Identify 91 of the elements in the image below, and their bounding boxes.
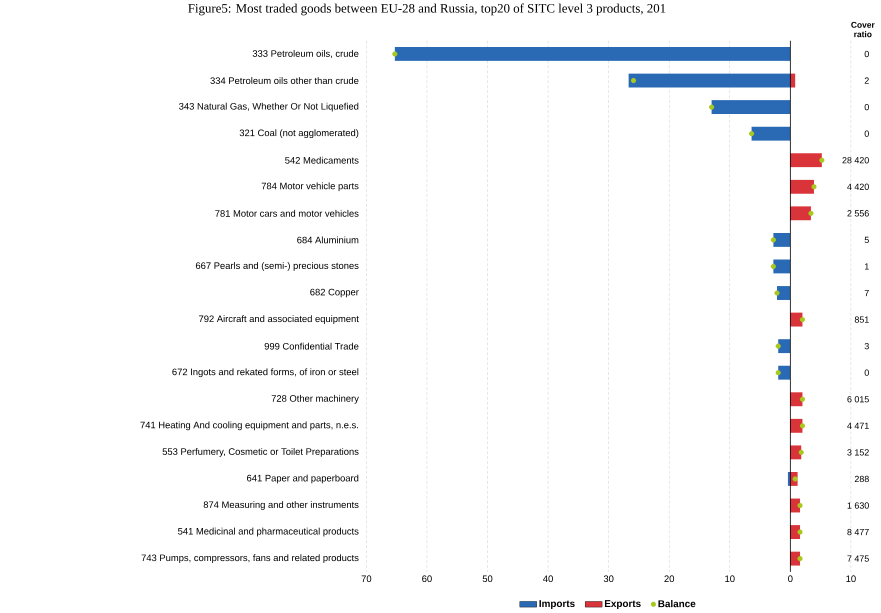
bar bbox=[752, 126, 790, 141]
y-tick-label: 684 Aluminium bbox=[297, 236, 358, 244]
x-tick-label: 50 bbox=[482, 576, 492, 582]
annotation: 8 477 bbox=[847, 529, 869, 536]
y-tick-label: 321 Coal (not agglomerated) bbox=[240, 130, 358, 138]
x-tick-label: 10 bbox=[846, 576, 856, 582]
y-tick-label: 743 Pumps, compressors, fans and related products bbox=[142, 554, 359, 564]
y-tick-label: 343 Natural Gas, Whether Or Not Liquefied bbox=[179, 102, 358, 112]
annotation: 7 475 bbox=[847, 556, 869, 562]
point bbox=[776, 344, 781, 349]
text: 3 bbox=[864, 343, 869, 350]
point bbox=[774, 290, 780, 296]
bar bbox=[790, 206, 811, 221]
text: 0 bbox=[864, 370, 869, 376]
bar bbox=[628, 74, 790, 88]
annotation: 2 556 bbox=[847, 210, 869, 217]
annotation: 4 471 bbox=[847, 422, 869, 430]
x-tick-label: 10 bbox=[725, 576, 735, 582]
point bbox=[808, 210, 814, 216]
point bbox=[797, 530, 803, 535]
point bbox=[800, 423, 806, 429]
text: 851 bbox=[854, 316, 869, 323]
bar bbox=[773, 260, 790, 274]
y-tick-label: 542 Medicaments bbox=[285, 156, 359, 164]
y-tick-label: 553 Perfumery, Cosmetic or Toilet Preparations bbox=[162, 448, 359, 457]
text: 5 bbox=[864, 237, 869, 244]
y-tick-label: 682 Copper bbox=[310, 288, 359, 298]
y-tick-label: 874 Measuring and other instruments bbox=[204, 501, 359, 510]
text: 288 bbox=[854, 476, 869, 482]
legend-label: Balance bbox=[658, 600, 696, 608]
y-tick-label: 641 Paper and paperboard bbox=[247, 474, 358, 484]
text: 1 bbox=[864, 264, 869, 270]
text: 7 bbox=[864, 290, 869, 296]
point bbox=[748, 131, 754, 136]
y-tick-label: 667 Pearls and (semi-) precious stones bbox=[196, 262, 359, 272]
bar bbox=[790, 498, 800, 513]
point bbox=[811, 184, 817, 190]
point bbox=[770, 238, 776, 243]
bar bbox=[777, 286, 790, 300]
text: 0 bbox=[864, 104, 869, 110]
bar bbox=[790, 180, 814, 194]
point bbox=[392, 52, 398, 57]
y-tick-label: 672 Ingots and rekated forms, of iron or steel bbox=[172, 368, 358, 378]
point bbox=[797, 503, 803, 508]
y-tick-label: 999 Confidential Trade bbox=[264, 342, 358, 350]
x-tick-label: 60 bbox=[422, 576, 432, 582]
point bbox=[709, 104, 714, 110]
bar bbox=[394, 47, 790, 62]
text: 0 bbox=[864, 51, 869, 58]
y-tick-label: 784 Motor vehicle parts bbox=[262, 182, 359, 192]
legend-label: Exports bbox=[604, 600, 641, 610]
bar bbox=[790, 525, 800, 540]
point bbox=[819, 158, 824, 164]
annotation: 28 420 bbox=[842, 157, 869, 164]
bar bbox=[790, 552, 800, 566]
x-tick-label: 40 bbox=[543, 576, 553, 582]
chart-title: Figure5: Most traded goods between EU-28 and Russia, top20 of SITC level 3 products, 201 bbox=[188, 4, 666, 16]
bar bbox=[790, 446, 802, 460]
point bbox=[776, 370, 781, 376]
point bbox=[630, 78, 636, 84]
bar bbox=[778, 339, 790, 354]
bar bbox=[712, 100, 790, 114]
y-tick-label: 792 Aircraft and associated equipment bbox=[199, 315, 359, 324]
bar bbox=[790, 312, 802, 327]
text: 0 bbox=[864, 130, 869, 138]
x-tick-label: 0 bbox=[788, 576, 793, 582]
annotation: 3 152 bbox=[847, 449, 869, 456]
point bbox=[798, 450, 804, 456]
point bbox=[797, 556, 803, 562]
y-tick-label: 728 Other machinery bbox=[272, 395, 359, 404]
x-tick-label: 20 bbox=[664, 576, 674, 582]
bar bbox=[790, 153, 822, 168]
annotation: 4 420 bbox=[847, 184, 869, 190]
point bbox=[800, 317, 806, 322]
bar bbox=[790, 74, 796, 88]
y-tick-label: 333 Petroleum oils, crude bbox=[252, 50, 358, 58]
bar bbox=[773, 233, 790, 248]
x-tick-label: 30 bbox=[604, 576, 614, 582]
bar bbox=[790, 419, 802, 433]
y-tick-label: 741 Heating And cooling equipment and parts, n.e.s. bbox=[140, 422, 358, 430]
text: 2 bbox=[864, 78, 869, 84]
annotation: 6 015 bbox=[847, 396, 869, 403]
y-tick-label: 781 Motor cars and motor vehicles bbox=[215, 210, 359, 218]
annotation: 1 630 bbox=[848, 502, 869, 509]
point bbox=[770, 264, 776, 270]
legend-label: Imports bbox=[540, 600, 575, 610]
point bbox=[800, 396, 806, 402]
y-tick-label: 541 Medicinal and pharmaceutical products bbox=[178, 528, 359, 537]
x-tick-label: 70 bbox=[362, 576, 372, 582]
y-tick-label: 334 Petroleum oils other than crude bbox=[210, 77, 358, 84]
text: Cover ratio bbox=[851, 22, 875, 38]
